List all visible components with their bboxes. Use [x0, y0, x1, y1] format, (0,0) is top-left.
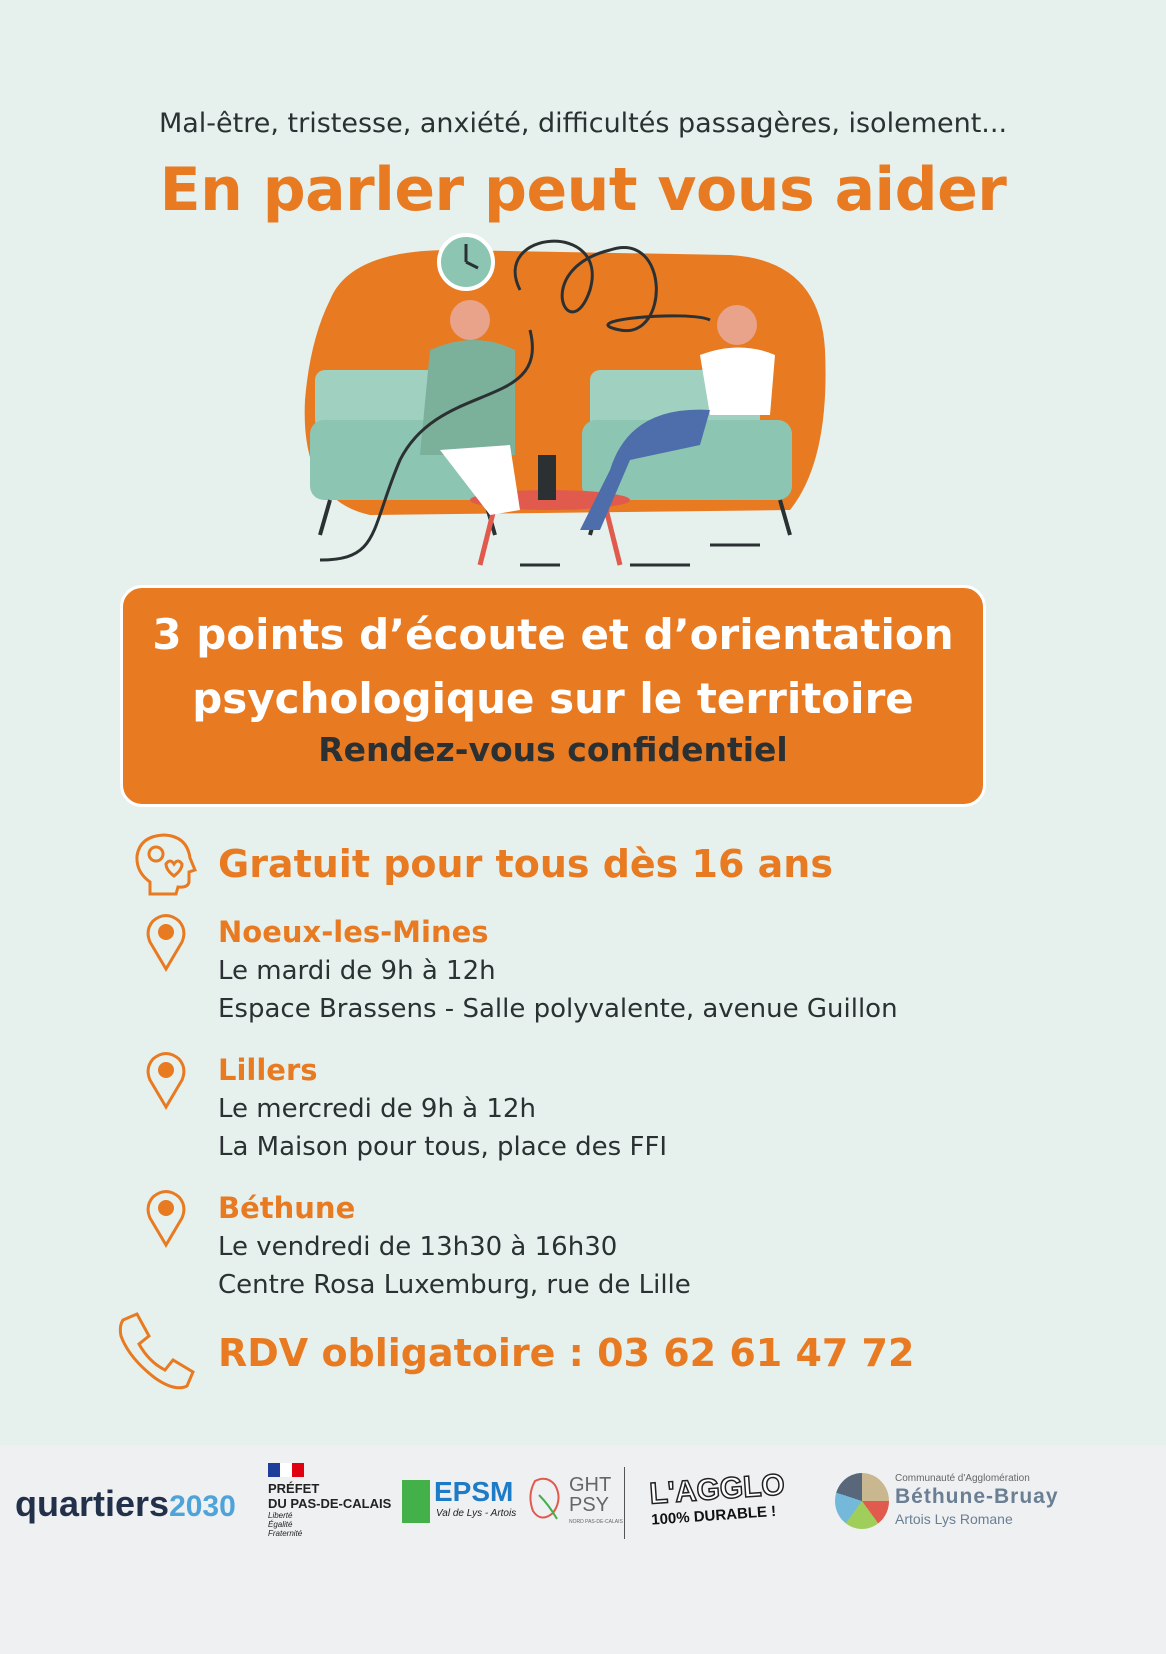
location-city: Noeux-les-Mines: [218, 915, 489, 949]
prefet-logo: PRÉFET DU PAS-DE-CALAIS Liberté Égalité …: [268, 1463, 391, 1538]
location-city: Lillers: [218, 1053, 318, 1087]
location-schedule: Le mercredi de 9h à 12h: [218, 1094, 536, 1124]
poster: Mal-être, tristesse, anxiété, difficulté…: [118, 108, 1008, 1390]
location-pin-icon: [146, 914, 186, 972]
agglo-logo: L'AGGLO 100% DURABLE !: [648, 1468, 787, 1529]
poster-title: En parler peut vous aider: [159, 155, 1007, 225]
location-schedule: Le vendredi de 13h30 à 16h30: [218, 1232, 618, 1262]
location-address: Centre Rosa Luxemburg, rue de Lille: [218, 1270, 691, 1300]
banner-line-1: 3 points d’écoute et d’orientation: [152, 610, 954, 659]
intro-text: Mal-être, tristesse, anxiété, difficulté…: [158, 108, 1008, 139]
french-flag-icon: [268, 1463, 304, 1477]
location-pin-icon: [146, 1190, 186, 1248]
bethune-bruay-emblem: [835, 1473, 889, 1529]
banner-line-2: psychologique sur le territoire: [192, 674, 914, 723]
location-address: Espace Brassens - Salle polyvalente, ave…: [218, 994, 898, 1024]
location-pin-icon: [146, 1052, 186, 1110]
location-schedule: Le mardi de 9h à 12h: [218, 956, 496, 986]
head-gear-heart-icon: [135, 833, 198, 896]
partner-logos: quartiers2030 PRÉFET DU PAS-DE-CALAIS Li…: [0, 1445, 1166, 1654]
rdv-phone: RDV obligatoire : 03 62 61 47 72: [218, 1331, 915, 1375]
banner-subtitle: Rendez-vous confidentiel: [318, 730, 788, 769]
info-banner: 3 points d’écoute et d’orientation psych…: [120, 585, 986, 807]
therapy-illustration: [304, 233, 826, 567]
location-city: Béthune: [218, 1191, 356, 1225]
phone-icon: [118, 1312, 195, 1390]
quartiers-2030-logo: quartiers2030: [15, 1483, 236, 1524]
divider: [624, 1467, 625, 1539]
location-address: La Maison pour tous, place des FFI: [218, 1132, 668, 1162]
free-text: Gratuit pour tous dès 16 ans: [218, 842, 833, 886]
